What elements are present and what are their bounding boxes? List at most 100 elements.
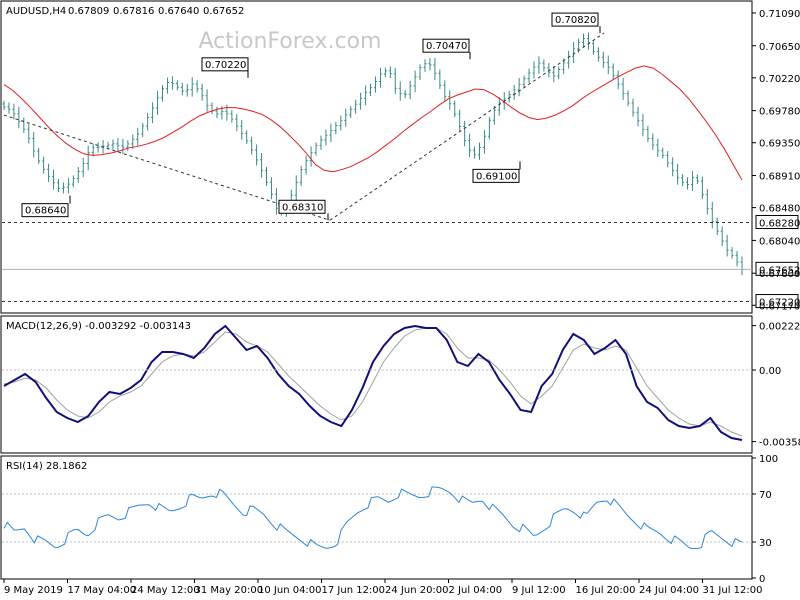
price-candle (260, 152, 264, 178)
price-candle (651, 133, 655, 150)
price-candle (735, 251, 739, 267)
price-candle (136, 127, 140, 146)
price-candle (383, 67, 387, 78)
x-tick-label: 16 Jul 20:00 (576, 585, 636, 596)
level-label-box (755, 215, 799, 230)
annotation-box (422, 38, 470, 53)
price-candle (710, 201, 714, 229)
price-panel: ActionForex.com AUDUSD,H4 0.67809 0.6781… (0, 0, 800, 314)
price-candle (458, 109, 462, 131)
price-candle (96, 142, 100, 153)
price-ytick-label: 0.68910 (759, 172, 800, 183)
price-candle (681, 173, 685, 187)
ohlc-low: 0.67640 (158, 6, 199, 17)
price-candle (423, 59, 427, 72)
price-candle (428, 58, 432, 71)
price-candle (725, 234, 729, 257)
price-candle (686, 177, 690, 190)
rsi-ytick-label: 0 (759, 574, 765, 585)
level-label-box (755, 294, 799, 309)
level-label: 0.67220 (759, 298, 800, 309)
price-candle (453, 100, 457, 118)
macd-label: MACD(12,26,9) -0.003292 -0.003143 (6, 321, 191, 332)
price-candle (671, 157, 675, 177)
macd-signal-line (3, 327, 743, 437)
price-candle (180, 82, 184, 96)
annotation-label: 0.70470 (426, 41, 467, 52)
price-candle (418, 64, 422, 81)
price-candle (601, 51, 605, 69)
macd-ytick-label: -0.00358 (759, 438, 800, 449)
macd-ytick-label: 0.00222 (759, 322, 800, 333)
price-candle (611, 63, 615, 80)
price-candle (661, 147, 665, 159)
price-candle (76, 167, 80, 183)
x-tick-label: 10 Jun 04:00 (258, 585, 322, 596)
price-candle (17, 106, 21, 129)
price-candle (403, 89, 407, 99)
ohlc-high: 0.67816 (113, 6, 154, 17)
price-candle (537, 56, 541, 74)
price-candle (190, 77, 194, 97)
rsi-ytick-label: 30 (759, 538, 772, 549)
price-candle (656, 138, 660, 157)
price-candle (47, 163, 51, 183)
price-candle (463, 120, 467, 147)
x-tick-label: 24 May 12:00 (131, 585, 200, 596)
price-ytick-label: 0.69350 (759, 139, 800, 150)
price-candle (66, 177, 70, 194)
annotation-box (278, 199, 326, 214)
ohlc-close: 0.67652 (203, 6, 244, 17)
price-candle (369, 83, 373, 97)
x-tick-label: 9 May 2019 (4, 585, 63, 596)
price-candle (42, 156, 46, 174)
price-candle (373, 76, 377, 93)
price-candle (582, 33, 586, 48)
price-candle (626, 90, 630, 107)
price-candle (487, 117, 491, 140)
price-candle (676, 163, 680, 185)
price-candle (448, 90, 452, 110)
price-candle (32, 132, 36, 158)
price-candle (547, 62, 551, 78)
price-candle (324, 129, 328, 146)
price-candle (720, 226, 724, 247)
price-ytick-label: 0.68040 (759, 236, 800, 247)
price-candle (433, 57, 437, 81)
price-candle (517, 78, 521, 97)
ohlc-open: 0.67809 (68, 6, 109, 17)
price-candle (334, 121, 338, 135)
level-label: 0.68280 (759, 219, 800, 230)
price-candle (492, 105, 496, 125)
price-ytick-label: 0.68480 (759, 204, 800, 215)
price-candle (552, 66, 556, 83)
annotation-label: 0.68640 (25, 206, 66, 217)
price-candle (413, 70, 417, 93)
price-candle (156, 90, 160, 115)
price-candle (532, 61, 536, 79)
price-candle (319, 135, 323, 150)
price-candle (61, 182, 65, 194)
price-candle (398, 81, 402, 101)
price-candle (527, 68, 531, 84)
price-candle (240, 119, 244, 140)
price-candle (572, 42, 576, 64)
price-candle (91, 143, 95, 157)
price-ytick-label: 0.67170 (759, 301, 800, 312)
price-candle (477, 142, 481, 160)
price-candle (393, 68, 397, 94)
price-candle (468, 133, 472, 158)
price-candle (255, 144, 259, 166)
annotation-label: 0.69100 (476, 171, 517, 182)
price-candle (274, 187, 278, 215)
price-candle (235, 114, 239, 132)
symbol-label: AUDUSD,H4 (6, 6, 66, 17)
price-ytick-label: 0.70650 (759, 42, 800, 53)
price-candle (86, 145, 90, 171)
price-candle (596, 47, 600, 62)
price-candle (408, 80, 412, 100)
price-candle (443, 80, 447, 102)
price-ytick-label: 0.70220 (759, 74, 800, 85)
price-candle (7, 102, 11, 114)
